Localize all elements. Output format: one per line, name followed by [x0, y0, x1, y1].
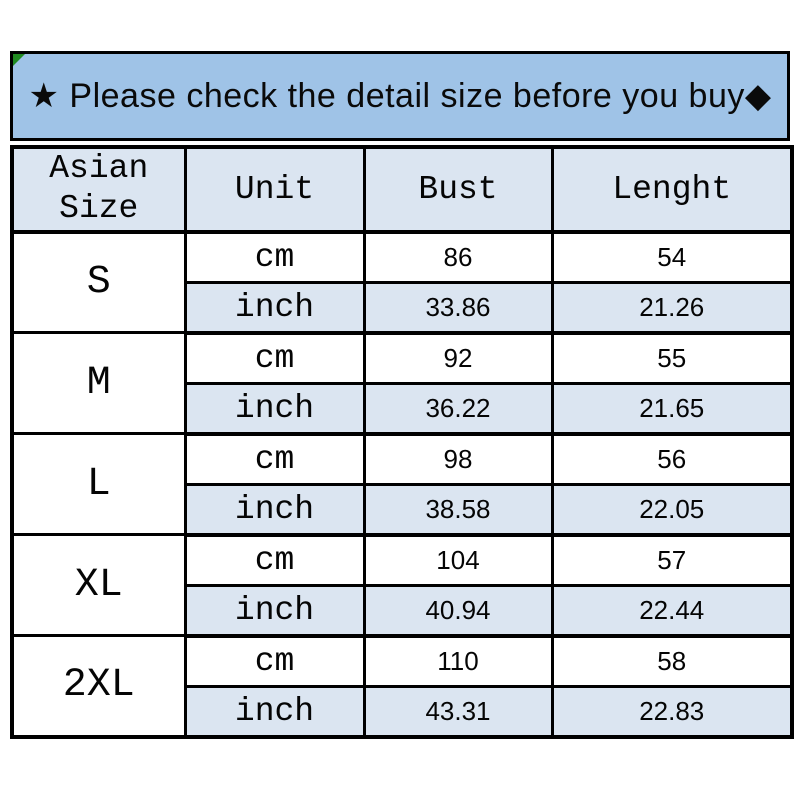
bust-value: 40.94 [362, 583, 554, 638]
bust-value: 38.58 [362, 482, 554, 537]
length-value: 57 [550, 533, 794, 587]
notice-banner: ★ Please check the detail size before yo… [10, 51, 790, 141]
bust-value: 43.31 [362, 684, 554, 739]
bust-value: 104 [362, 533, 554, 587]
bust-value: 98 [362, 432, 554, 486]
length-value: 22.44 [550, 583, 794, 638]
unit-label: cm [183, 331, 366, 385]
header-unit: Unit [183, 145, 366, 234]
bust-value: 36.22 [362, 381, 554, 436]
bust-value: 33.86 [362, 280, 554, 335]
unit-label: inch [183, 280, 366, 335]
length-value: 55 [550, 331, 794, 385]
row-l-cm: L cm 98 56 [10, 432, 794, 536]
corner-flag-icon [13, 54, 25, 66]
row-m-inch: inch 36.22 21.65 [12, 381, 794, 436]
unit-label: cm [183, 230, 366, 284]
size-label-m: M [10, 331, 187, 435]
length-value: 21.26 [550, 280, 794, 335]
header-row: Asian Size Unit Bust Lenght [10, 145, 794, 234]
size-label-s: S [10, 230, 187, 334]
bust-value: 92 [362, 331, 554, 385]
unit-label: inch [183, 381, 366, 436]
row-s-inch: inch 33.86 21.26 [12, 280, 794, 335]
length-value: 58 [550, 634, 794, 688]
unit-label: inch [183, 684, 366, 739]
row-xl-inch: inch 40.94 22.44 [12, 583, 794, 638]
row-xl-cm: XL cm 104 57 [10, 533, 794, 637]
row-l-inch: inch 38.58 22.05 [12, 482, 794, 537]
unit-label: cm [183, 432, 366, 486]
notice-banner-text: ★ Please check the detail size before yo… [28, 77, 772, 115]
header-length: Lenght [550, 145, 794, 234]
size-label-xl: XL [10, 533, 187, 637]
length-value: 54 [550, 230, 794, 284]
size-label-2xl: 2XL [10, 634, 187, 738]
unit-label: cm [183, 634, 366, 688]
header-bust: Bust [362, 145, 554, 234]
row-s-cm: S cm 86 54 [10, 230, 794, 334]
size-table: Asian Size Unit Bust Lenght S cm 86 54 i… [10, 145, 794, 739]
length-value: 22.05 [550, 482, 794, 537]
bust-value: 110 [362, 634, 554, 688]
header-asian-size: Asian Size [10, 145, 187, 234]
unit-label: cm [183, 533, 366, 587]
row-2xl-inch: inch 43.31 22.83 [12, 684, 794, 739]
size-label-l: L [10, 432, 187, 536]
unit-label: inch [183, 583, 366, 638]
length-value: 21.65 [550, 381, 794, 436]
unit-label: inch [183, 482, 366, 537]
length-value: 56 [550, 432, 794, 486]
row-m-cm: M cm 92 55 [10, 331, 794, 435]
row-2xl-cm: 2XL cm 110 58 [10, 634, 794, 738]
bust-value: 86 [362, 230, 554, 284]
length-value: 22.83 [550, 684, 794, 739]
